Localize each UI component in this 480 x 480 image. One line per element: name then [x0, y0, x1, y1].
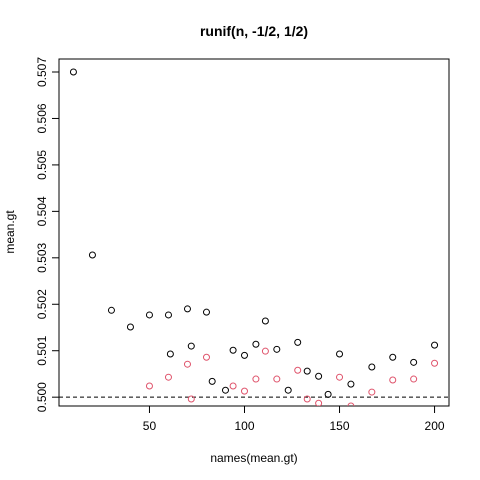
y-tick-label: 0.505: [35, 150, 49, 180]
point: [336, 350, 344, 358]
point: [187, 395, 195, 403]
point: [229, 382, 237, 390]
point: [324, 390, 332, 398]
y-axis-label: mean.gt: [3, 210, 17, 254]
y-tick-label: 0.503: [35, 242, 49, 272]
y-tick-label: 0.502: [35, 289, 49, 319]
point: [164, 311, 172, 319]
point: [410, 358, 418, 366]
point: [315, 399, 323, 406]
chart-title: runif(n, -1/2, 1/2): [200, 23, 308, 39]
plot-area: [59, 68, 449, 406]
point: [240, 387, 248, 395]
point: [336, 373, 344, 381]
x-tick-label: 50: [143, 419, 157, 433]
point: [284, 386, 292, 394]
y-tick-label: 0.501: [35, 335, 49, 365]
x-tick-label: 150: [330, 419, 350, 433]
point: [273, 345, 281, 353]
point: [208, 377, 216, 385]
point: [88, 251, 96, 259]
point: [410, 375, 418, 383]
point: [389, 353, 397, 361]
point: [252, 340, 260, 348]
x-tick-label: 200: [425, 419, 445, 433]
point: [145, 311, 153, 319]
plot-box: [58, 58, 450, 407]
point: [347, 402, 355, 406]
y-tick-label: 0.504: [35, 196, 49, 226]
point: [221, 386, 229, 394]
point: [240, 351, 248, 359]
point: [202, 353, 210, 361]
point: [368, 363, 376, 371]
point: [69, 68, 77, 76]
y-tick-label: 0.500: [35, 382, 49, 412]
x-tick-label: 100: [234, 419, 254, 433]
point: [303, 367, 311, 375]
point: [261, 317, 269, 325]
point: [315, 372, 323, 380]
point: [187, 342, 195, 350]
point: [183, 360, 191, 368]
y-tick-label: 0.507: [35, 57, 49, 87]
point: [273, 375, 281, 383]
point: [126, 323, 134, 331]
point: [252, 375, 260, 383]
point: [145, 382, 153, 390]
x-axis-label: names(mean.gt): [210, 451, 297, 465]
point: [166, 350, 174, 358]
point: [431, 359, 439, 367]
point: [431, 341, 439, 349]
point: [107, 306, 115, 314]
y-tick-label: 0.506: [35, 103, 49, 133]
point: [294, 366, 302, 374]
point: [261, 347, 269, 355]
point: [389, 376, 397, 384]
point: [347, 380, 355, 388]
point: [183, 305, 191, 313]
point: [303, 395, 311, 403]
point: [294, 338, 302, 346]
point: [202, 308, 210, 316]
point: [368, 388, 376, 396]
point: [164, 373, 172, 381]
point: [229, 346, 237, 354]
